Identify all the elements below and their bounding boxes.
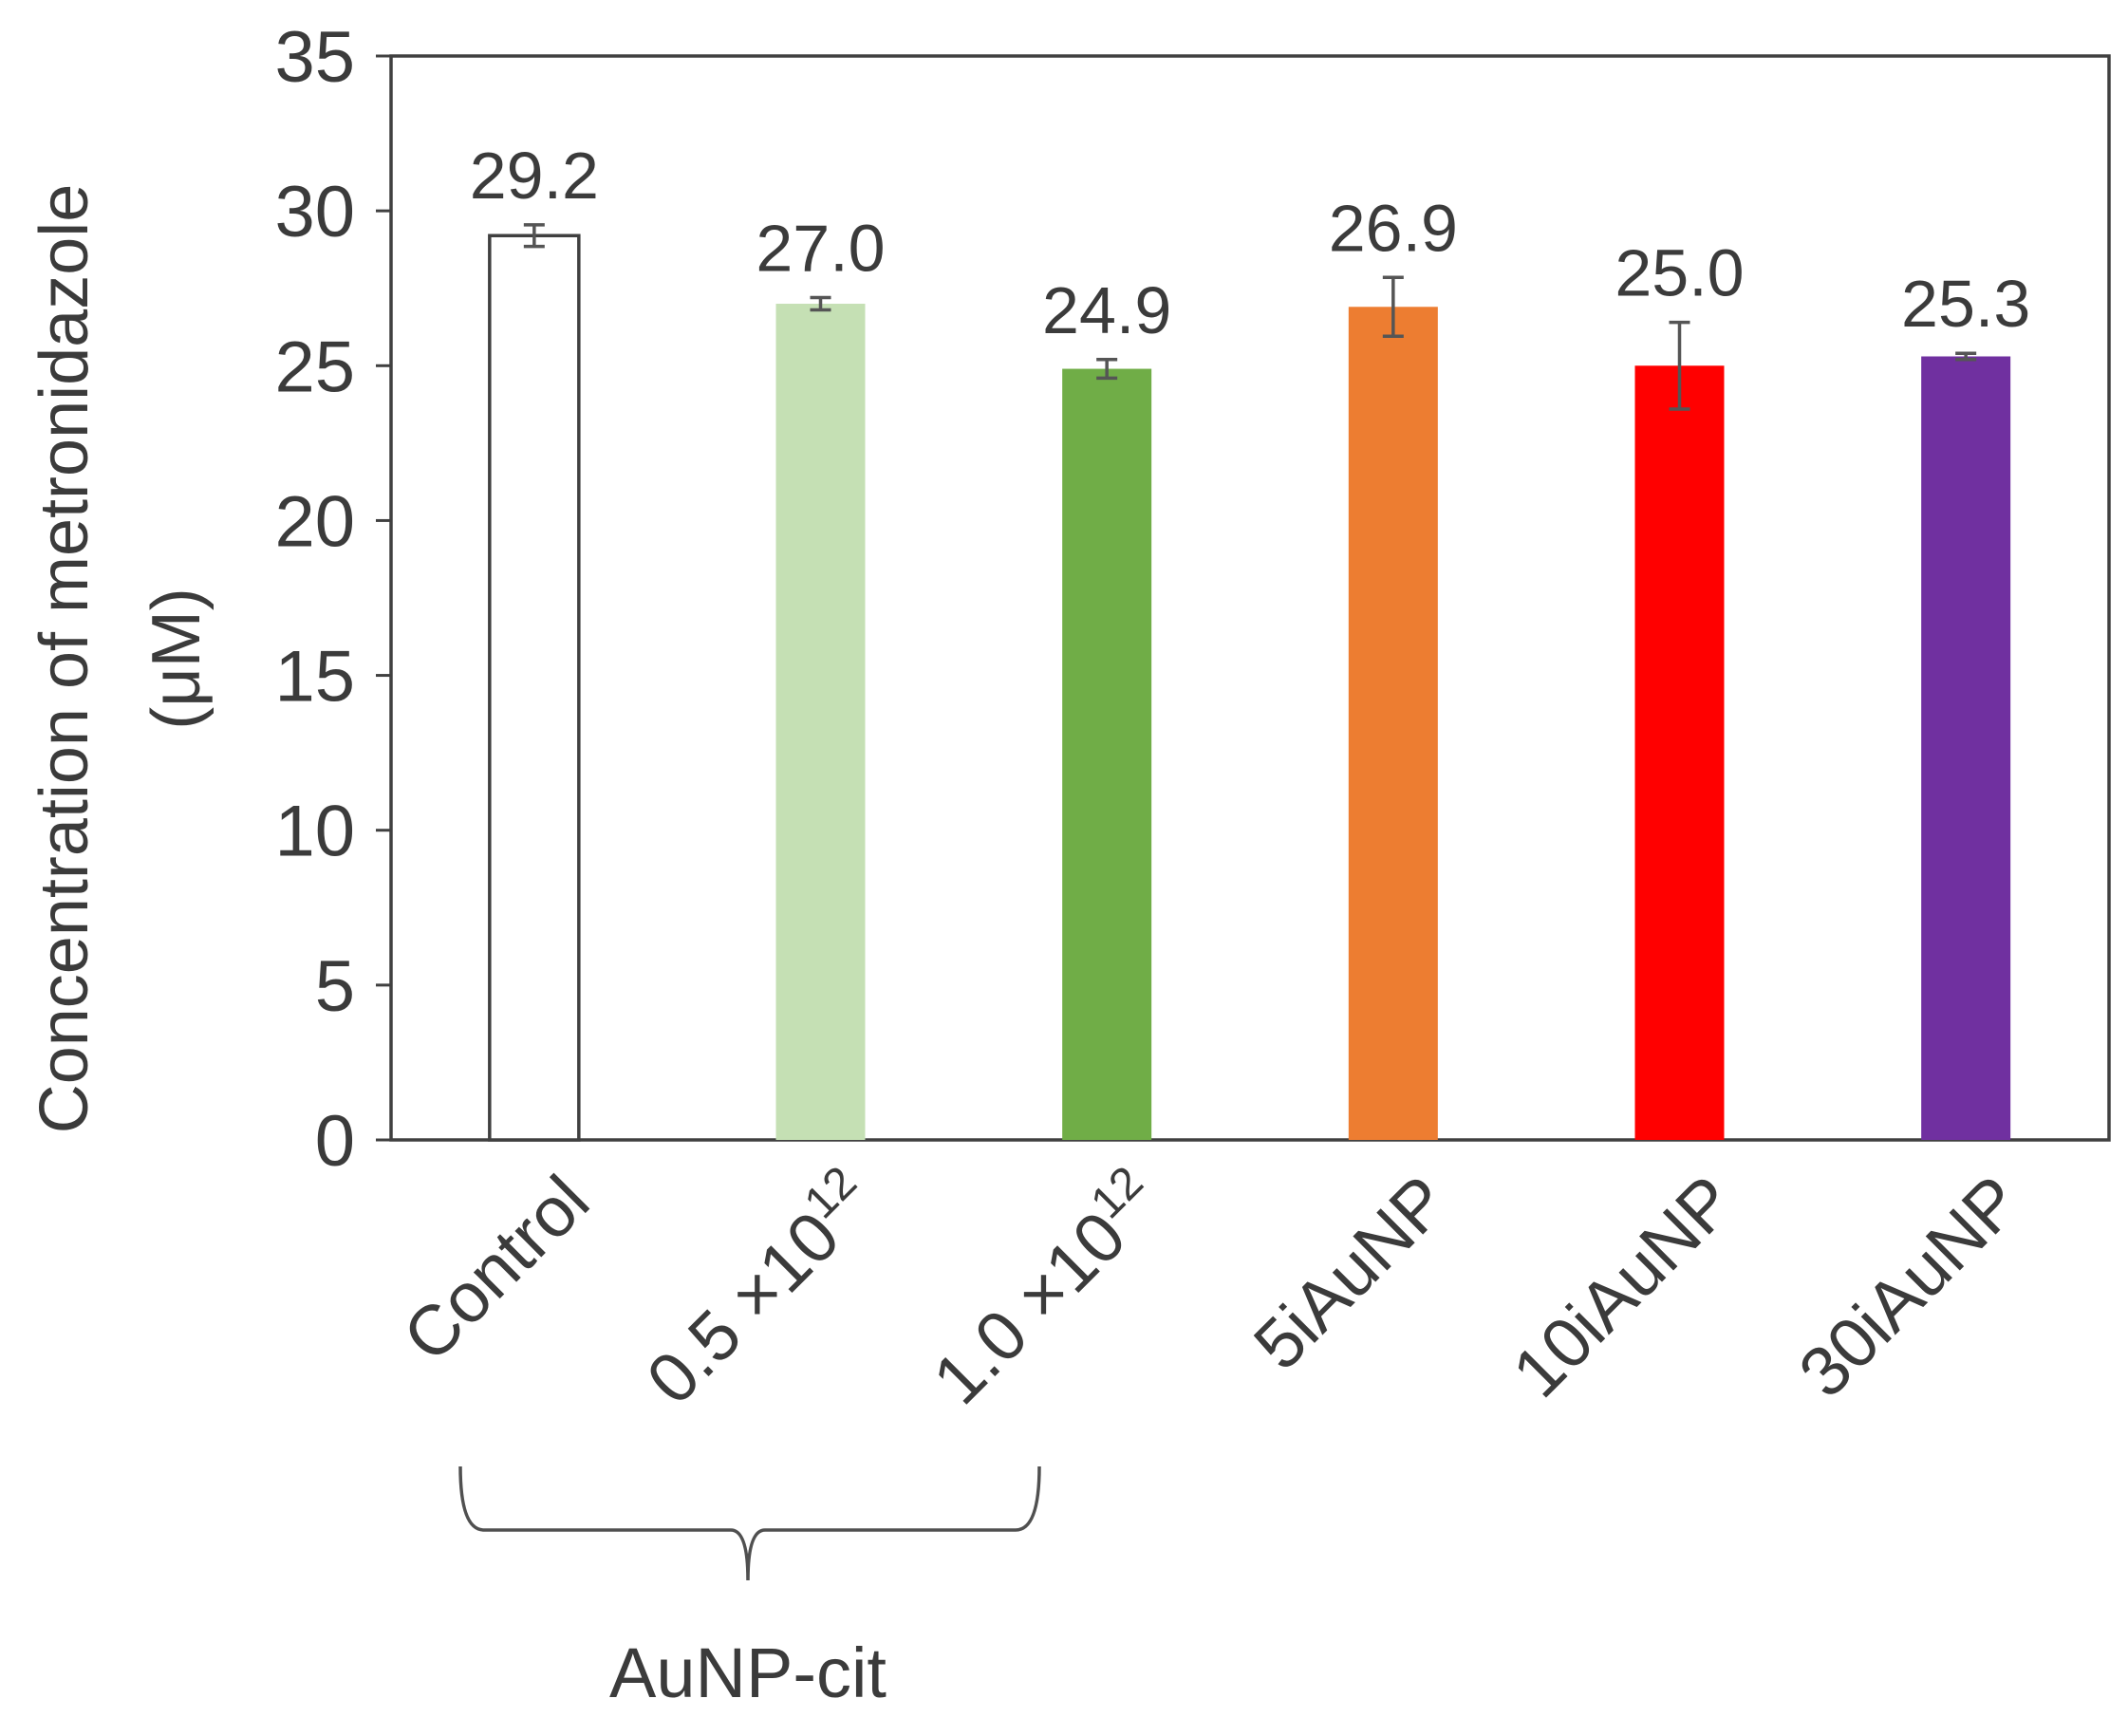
bar-1-0-10 xyxy=(1062,368,1152,1140)
error-bar xyxy=(1955,351,1977,362)
category-label: 30iAuNP xyxy=(1783,1161,2035,1412)
error-bars xyxy=(523,223,1977,411)
value-label: 25.3 xyxy=(1901,267,2030,341)
group-label-aunp-cit: AuNP-cit xyxy=(609,1633,887,1712)
y-axis-title-line2: (μM) xyxy=(139,588,215,729)
y-axis-ticks: 0 5 10 15 20 25 30 35 xyxy=(274,17,391,1182)
y-tick-label: 5 xyxy=(315,946,355,1027)
value-label: 26.9 xyxy=(1329,191,1458,265)
bar-control xyxy=(488,233,581,1142)
value-label: 24.9 xyxy=(1042,273,1171,347)
error-bar xyxy=(1669,320,1690,411)
y-tick-label: 25 xyxy=(274,327,355,407)
value-label: 25.0 xyxy=(1615,236,1744,310)
value-label: 29.2 xyxy=(470,139,599,213)
value-label: 27.0 xyxy=(756,212,885,286)
bar-30iaunp xyxy=(1921,356,2011,1140)
y-tick-label: 30 xyxy=(274,172,355,252)
error-bar xyxy=(1096,358,1118,381)
bar-5iaunp xyxy=(1348,307,1438,1140)
error-bar xyxy=(810,295,831,312)
bars xyxy=(488,233,2011,1142)
y-tick-label: 10 xyxy=(274,792,355,872)
bar-10iaunp xyxy=(1634,365,1725,1140)
category-label: 1.0 ×1012 xyxy=(914,1157,1176,1419)
plot-area-frame xyxy=(389,54,2111,1142)
error-bar xyxy=(1382,275,1404,339)
category-label: Control xyxy=(388,1161,604,1376)
bar-0-5-10 xyxy=(775,304,866,1140)
y-tick-label: 35 xyxy=(274,17,355,98)
y-tick-label: 0 xyxy=(315,1101,355,1182)
y-axis-title-line1: Concentration of metronidazole xyxy=(27,184,103,1134)
y-tick-label: 20 xyxy=(274,481,355,562)
y-axis-title: Concentration of metronidazole (μM) xyxy=(27,184,215,1134)
category-label: 0.5 ×1012 xyxy=(628,1157,890,1419)
group-brace xyxy=(458,1465,1041,1581)
y-tick-label: 15 xyxy=(274,637,355,718)
category-label: 10iAuNP xyxy=(1498,1161,1749,1412)
category-label: 5iAuNP xyxy=(1239,1161,1463,1385)
error-bar xyxy=(523,223,545,249)
value-labels: 29.2 27.0 24.9 26.9 25.0 25.3 xyxy=(470,139,2031,347)
